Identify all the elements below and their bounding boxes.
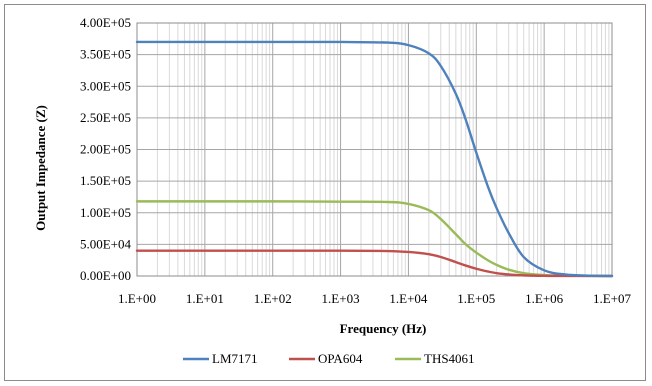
x-tick-label: 1.E+02 (254, 291, 292, 306)
y-tick-label: 2.00E+05 (80, 142, 131, 157)
y-tick-label: 4.00E+05 (80, 15, 131, 30)
x-tick-label: 1.E+07 (593, 291, 632, 306)
y-tick-label: 2.50E+05 (80, 110, 131, 125)
y-tick-label: 5.00E+04 (80, 236, 132, 251)
series-line-opa604 (135, 249, 614, 278)
series-line-lm7171 (135, 40, 614, 278)
x-tick-label: 1.E+03 (322, 291, 360, 306)
plot-area-border (136, 22, 613, 277)
x-tick-label: 1.E+05 (457, 291, 495, 306)
x-tick-label: 1.E+04 (389, 291, 428, 306)
y-axis-tick-labels: 0.00E+00 5.00E+04 1.00E+05 1.50E+05 2.00E+05… (80, 15, 132, 283)
x-tick-label: 1.E+01 (186, 291, 224, 306)
series-lines (135, 40, 614, 278)
legend-label: LM7171 (212, 351, 258, 366)
chart-frame (4, 4, 646, 381)
x-tick-label: 1.E+06 (525, 291, 564, 306)
legend-label: OPA604 (318, 351, 363, 366)
x-tick-label: 1.E+00 (118, 291, 156, 306)
legend-label: THS4061 (424, 351, 475, 366)
y-tick-label: 3.50E+05 (80, 47, 131, 62)
y-axis-title: Output Impedance (Z) (33, 105, 48, 231)
legend: LM7171 OPA604 THS4061 (183, 351, 475, 366)
series-line-ths4061 (135, 200, 614, 278)
y-tick-label: 1.50E+05 (80, 173, 131, 188)
y-tick-label: 0.00E+00 (80, 268, 131, 283)
x-axis-title: Frequency (Hz) (340, 321, 427, 336)
y-tick-label: 3.00E+05 (80, 78, 131, 93)
x-axis-tick-labels: 1.E+00 1.E+01 1.E+02 1.E+03 1.E+04 1.E+05 1.E+… (118, 291, 632, 306)
y-tick-label: 1.00E+05 (80, 205, 131, 220)
